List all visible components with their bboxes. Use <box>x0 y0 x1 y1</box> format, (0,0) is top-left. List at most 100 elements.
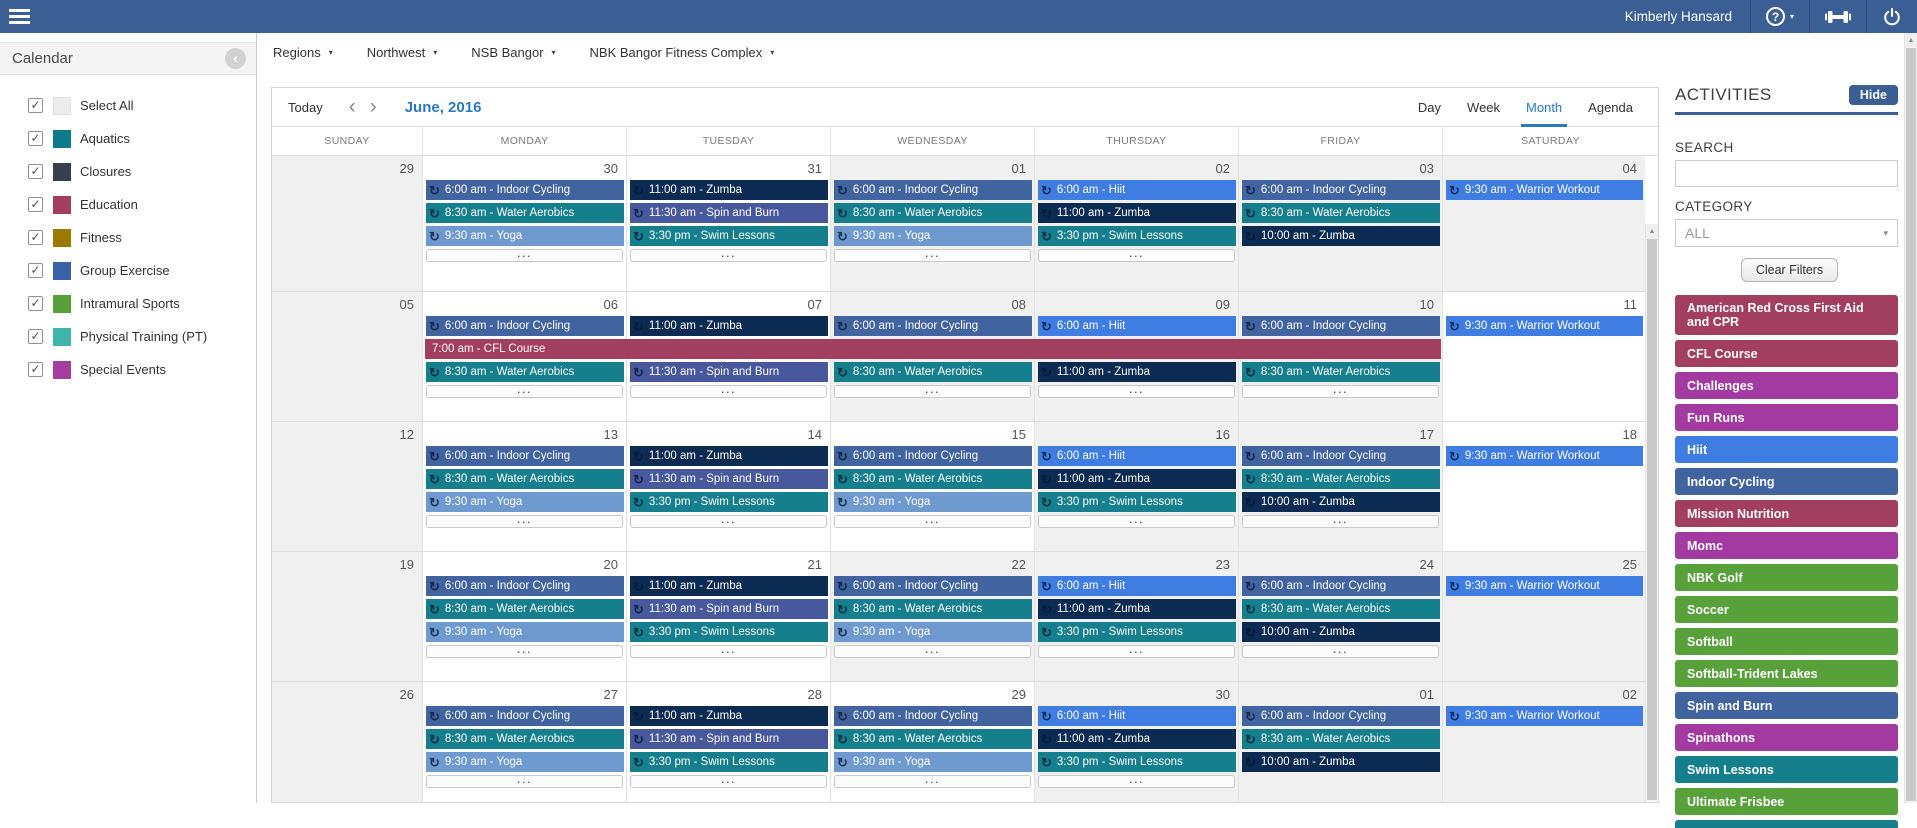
calendar-event[interactable]: ↻ 3:30 pm - Swim Lessons <box>630 622 828 642</box>
day-cell[interactable]: 26 <box>272 682 423 802</box>
calendar-event[interactable]: ↻ 8:30 am - Water Aerobics <box>426 469 624 489</box>
search-input[interactable] <box>1675 160 1898 187</box>
day-cell[interactable]: 29 <box>272 156 423 291</box>
calendar-event[interactable]: ↻ 6:00 am - Indoor Cycling <box>1242 180 1440 200</box>
calendar-event[interactable]: ↻ 11:00 am - Zumba <box>630 576 828 596</box>
calendar-filter-item[interactable]: ✓ Intramural Sports <box>0 287 256 320</box>
calendar-event[interactable]: ↻ 6:00 am - Indoor Cycling <box>834 446 1032 466</box>
more-events-button[interactable]: ... <box>834 246 1031 262</box>
calendar-event[interactable]: ↻ 8:30 am - Water Aerobics <box>834 203 1032 223</box>
calendar-event[interactable]: ↻ 8:30 am - Water Aerobics <box>834 469 1032 489</box>
clear-filters-button[interactable]: Clear Filters <box>1740 258 1839 282</box>
calendar-event[interactable]: ↻ 6:00 am - Indoor Cycling <box>834 316 1032 336</box>
more-events-button[interactable]: ... <box>834 642 1031 658</box>
help-menu[interactable]: ? ▾ <box>1751 0 1809 33</box>
calendar-event[interactable]: ↻ 9:30 am - Warrior Workout <box>1446 446 1643 466</box>
calendar-event[interactable]: ↻ 11:00 am - Zumba <box>1038 729 1236 749</box>
day-cell[interactable]: 18 ↻ 9:30 am - Warrior Workout <box>1443 422 1645 551</box>
activity-tag[interactable]: Hiit <box>1675 436 1898 463</box>
day-cell[interactable]: 02 ↻ 6:00 am - Hiit ↻ 11:00 am - Zumba ↻ 3:30 … <box>1035 156 1239 291</box>
day-cell[interactable]: 04 ↻ 9:30 am - Warrior Workout <box>1443 156 1645 291</box>
hide-panel-button[interactable]: Hide <box>1848 85 1898 105</box>
calendar-filter-item[interactable]: ✓ Group Exercise <box>0 254 256 287</box>
activity-tag[interactable]: Spinathons <box>1675 724 1898 751</box>
activity-tag[interactable] <box>1675 820 1898 828</box>
more-events-button[interactable]: ... <box>630 382 827 398</box>
calendar-event[interactable]: ↻ 8:30 am - Water Aerobics <box>1242 203 1440 223</box>
scroll-up-icon[interactable]: ▲ <box>1646 224 1658 238</box>
day-cell[interactable]: 25 ↻ 9:30 am - Warrior Workout <box>1443 552 1645 681</box>
next-month-icon[interactable]: › <box>369 95 377 118</box>
calendar-event[interactable]: ↻ 6:00 am - Hiit <box>1038 706 1236 726</box>
calendar-event[interactable]: ↻ 6:00 am - Indoor Cycling <box>426 180 624 200</box>
tab-day[interactable]: Day <box>1417 100 1442 115</box>
more-events-button[interactable]: ... <box>630 642 827 658</box>
activity-tag[interactable]: Momc <box>1675 532 1898 559</box>
today-button[interactable]: Today <box>288 99 323 115</box>
calendar-event[interactable]: ↻ 8:30 am - Water Aerobics <box>1242 362 1440 382</box>
calendar-event[interactable]: ↻ 8:30 am - Water Aerobics <box>426 362 624 382</box>
activity-tag[interactable]: Mission Nutrition <box>1675 500 1898 527</box>
calendar-event[interactable]: ↻ 8:30 am - Water Aerobics <box>834 362 1032 382</box>
activity-tag[interactable]: Ultimate Frisbee <box>1675 788 1898 815</box>
calendar-event[interactable]: ↻ 6:00 am - Hiit <box>1038 446 1236 466</box>
calendar-event[interactable]: ↻ 6:00 am - Indoor Cycling <box>426 706 624 726</box>
activity-tag[interactable]: NBK Golf <box>1675 564 1898 591</box>
calendar-event[interactable]: ↻ 9:30 am - Yoga <box>834 492 1032 512</box>
calendar-event[interactable]: ↻ 6:00 am - Indoor Cycling <box>834 180 1032 200</box>
day-cell[interactable]: 14 ↻ 11:00 am - Zumba ↻ 11:30 am - Spin and … <box>627 422 831 551</box>
day-cell[interactable]: 05 <box>272 292 423 421</box>
more-events-button[interactable]: ... <box>426 382 623 398</box>
calendar-event[interactable]: ↻ 3:30 pm - Swim Lessons <box>1038 226 1236 246</box>
activity-tag[interactable]: Fun Runs <box>1675 404 1898 431</box>
calendar-event[interactable]: ↻ 11:00 am - Zumba <box>630 180 828 200</box>
tab-agenda[interactable]: Agenda <box>1588 100 1633 115</box>
checkbox[interactable]: ✓ <box>28 230 43 245</box>
calendar-event[interactable]: ↻ 6:00 am - Indoor Cycling <box>426 446 624 466</box>
more-events-button[interactable]: ... <box>1038 642 1235 658</box>
calendar-event[interactable]: ↻ 10:00 am - Zumba <box>1242 752 1440 772</box>
calendar-filter-item[interactable]: ✓ Fitness <box>0 221 256 254</box>
activity-tag[interactable]: Spin and Burn <box>1675 692 1898 719</box>
calendar-filter-item[interactable]: ✓ Education <box>0 188 256 221</box>
calendar-event[interactable]: ↻ 8:30 am - Water Aerobics <box>1242 469 1440 489</box>
calendar-event[interactable]: ↻ 11:30 am - Spin and Burn <box>630 599 828 619</box>
gym-equipment-button[interactable] <box>1810 0 1866 33</box>
activity-tag[interactable]: Softball-Trident Lakes <box>1675 660 1898 687</box>
logout-button[interactable] <box>1867 0 1917 33</box>
calendar-event[interactable]: ↻ 9:30 am - Yoga <box>834 226 1032 246</box>
tab-week[interactable]: Week <box>1467 100 1501 115</box>
tab-month[interactable]: Month <box>1513 88 1575 127</box>
calendar-event[interactable]: ↻ 3:30 pm - Swim Lessons <box>1038 492 1236 512</box>
calendar-event[interactable]: ↻ 3:30 pm - Swim Lessons <box>630 752 828 772</box>
day-cell[interactable]: 12 <box>272 422 423 551</box>
day-cell[interactable]: 24 ↻ 6:00 am - Indoor Cycling ↻ 8:30 am - Wa… <box>1239 552 1443 681</box>
scroll-up-icon[interactable]: ▲ <box>1905 33 1917 47</box>
more-events-button[interactable]: ... <box>630 512 827 528</box>
more-events-button[interactable]: ... <box>1038 772 1235 788</box>
calendar-filter-item[interactable]: ✓ Select All <box>0 89 256 122</box>
more-events-button[interactable]: ... <box>1038 382 1235 398</box>
calendar-event[interactable]: ↻ 6:00 am - Hiit <box>1038 316 1236 336</box>
calendar-event[interactable]: ↻ 9:30 am - Warrior Workout <box>1446 316 1643 336</box>
day-cell[interactable]: 16 ↻ 6:00 am - Hiit ↻ 11:00 am - Zumba ↻ 3:30 … <box>1035 422 1239 551</box>
calendar-event[interactable]: ↻ 9:30 am - Yoga <box>834 752 1032 772</box>
calendar-event[interactable]: ↻ 9:30 am - Yoga <box>426 226 624 246</box>
calendar-filter-item[interactable]: ✓ Aquatics <box>0 122 256 155</box>
day-cell[interactable]: 23 ↻ 6:00 am - Hiit ↻ 11:00 am - Zumba ↻ 3:30 … <box>1035 552 1239 681</box>
checkbox[interactable]: ✓ <box>28 197 43 212</box>
more-events-button[interactable]: ... <box>1038 246 1235 262</box>
more-events-button[interactable]: ... <box>426 772 623 788</box>
more-events-button[interactable]: ... <box>1038 512 1235 528</box>
calendar-event[interactable]: ↻ 6:00 am - Indoor Cycling <box>426 576 624 596</box>
breadcrumb-dropdown[interactable]: NSB Bangor ▾ <box>471 45 555 60</box>
calendar-event[interactable]: ↻ 11:00 am - Zumba <box>1038 599 1236 619</box>
calendar-event[interactable]: ↻ 10:00 am - Zumba <box>1242 492 1440 512</box>
calendar-event[interactable]: ↻ 8:30 am - Water Aerobics <box>1242 729 1440 749</box>
day-cell[interactable]: 13 ↻ 6:00 am - Indoor Cycling ↻ 8:30 am - Wa… <box>423 422 627 551</box>
calendar-event[interactable]: ↻ 6:00 am - Indoor Cycling <box>834 576 1032 596</box>
calendar-event[interactable]: ↻ 11:30 am - Spin and Burn <box>630 203 828 223</box>
day-cell[interactable]: 30 ↻ 6:00 am - Indoor Cycling ↻ 8:30 am - Wa… <box>423 156 627 291</box>
checkbox[interactable]: ✓ <box>28 131 43 146</box>
calendar-event[interactable]: ↻ 11:30 am - Spin and Burn <box>630 729 828 749</box>
